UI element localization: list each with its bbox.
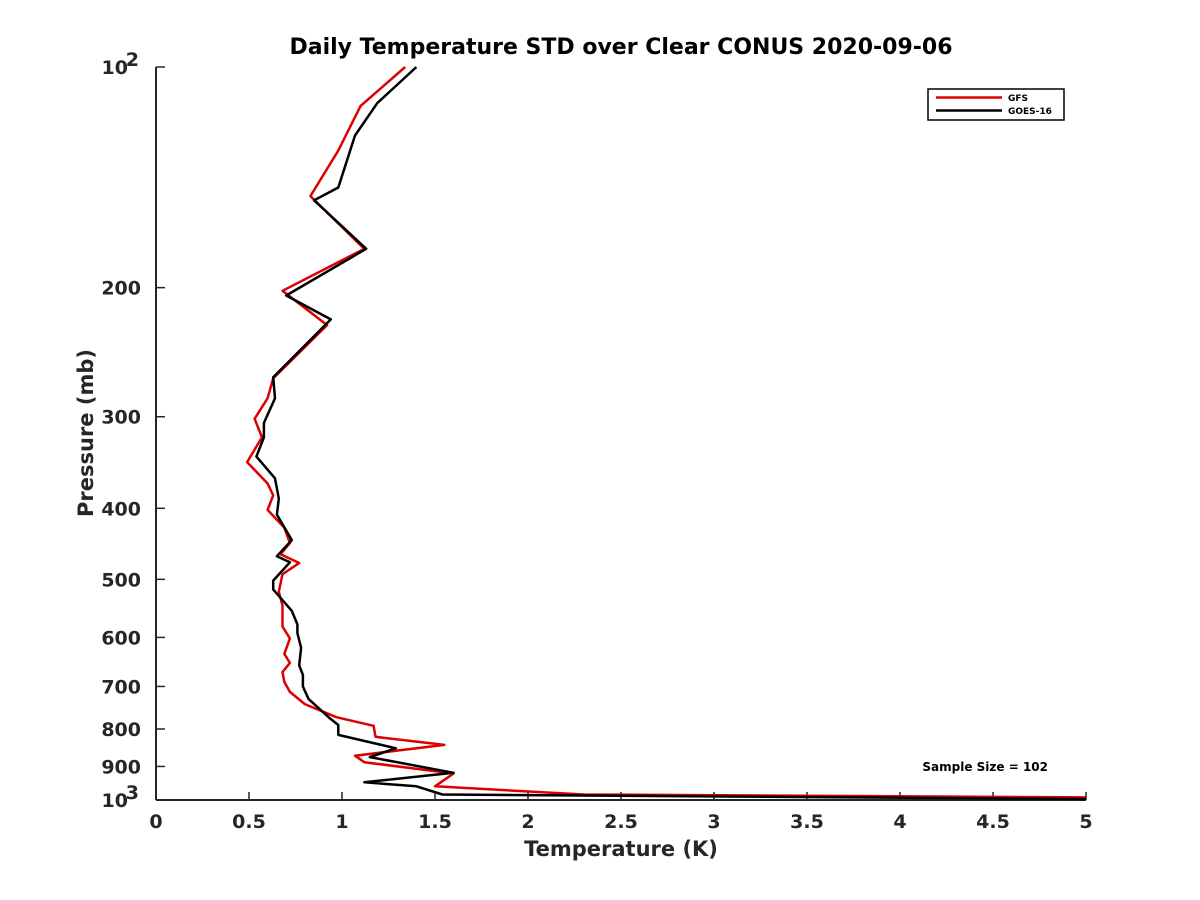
series-line-goes16 bbox=[255, 66, 1087, 801]
y-tick-label: 300 bbox=[101, 407, 141, 429]
legend-label-goes16: GOES-16 bbox=[1008, 107, 1052, 117]
x-tick-label: 4.5 bbox=[976, 811, 1010, 833]
x-tick-label: 0.5 bbox=[232, 811, 266, 833]
plot-area: 0 0.5 1 1.5 2 2.5 3 3.5 4 4.5 5 102200300400500600… bbox=[101, 49, 1092, 833]
y-tick-label: 500 bbox=[101, 569, 141, 591]
x-tick-label: 1.5 bbox=[418, 811, 452, 833]
y-tick-label: 10 bbox=[102, 790, 128, 812]
legend-label-gfs: GFS bbox=[1008, 94, 1028, 104]
x-tick-label: 0 bbox=[149, 811, 162, 833]
chart-title: Daily Temperature STD over Clear CONUS 2… bbox=[289, 35, 952, 60]
y-tick-label: 10 bbox=[102, 57, 128, 79]
x-tick-label: 4 bbox=[893, 811, 906, 833]
x-tick-label: 5 bbox=[1079, 811, 1092, 833]
legend-box bbox=[927, 88, 1065, 121]
x-tick-label: 3.5 bbox=[790, 811, 824, 833]
y-tick-label: 400 bbox=[101, 498, 141, 520]
x-tick-label: 2.5 bbox=[604, 811, 638, 833]
x-axis-label: Temperature (K) bbox=[524, 837, 718, 861]
y-tick-label: 200 bbox=[101, 278, 141, 300]
x-tick-label: 1 bbox=[335, 811, 348, 833]
y-tick-exponent: 3 bbox=[126, 782, 139, 804]
y-axis-label: Pressure (mb) bbox=[74, 349, 98, 517]
x-tick-label: 3 bbox=[707, 811, 720, 833]
y-tick-label: 700 bbox=[101, 676, 141, 698]
series-lines bbox=[245, 66, 1087, 801]
x-ticks: 0 0.5 1 1.5 2 2.5 3 3.5 4 4.5 5 bbox=[149, 792, 1093, 833]
sample-size-note: Sample Size = 102 bbox=[922, 760, 1048, 774]
legend: GFS GOES-16 bbox=[927, 88, 1065, 121]
series-line-gfs bbox=[245, 66, 1087, 799]
y-tick-label: 900 bbox=[101, 756, 141, 778]
y-tick-exponent: 2 bbox=[126, 49, 139, 71]
x-tick-label: 2 bbox=[521, 811, 534, 833]
y-tick-label: 600 bbox=[101, 627, 141, 649]
y-tick-label: 800 bbox=[101, 719, 141, 741]
